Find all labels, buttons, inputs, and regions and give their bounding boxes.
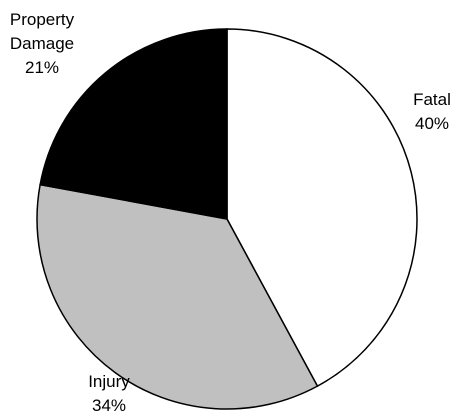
category-label: Fatal xyxy=(413,90,451,109)
category-label: Injury xyxy=(88,372,130,391)
pie-slice xyxy=(36,183,319,410)
slice-label: Property Damage 21% xyxy=(0,8,88,80)
pie-slice xyxy=(39,28,228,220)
category-label: Property Damage xyxy=(9,10,75,53)
slice-label: Fatal 40% xyxy=(396,88,464,136)
value-label: 40% xyxy=(414,114,450,133)
value-label: 34% xyxy=(91,396,127,415)
value-label: 21% xyxy=(24,58,60,77)
pie-slice xyxy=(226,28,418,388)
slice-label: Injury 34% xyxy=(70,370,148,418)
